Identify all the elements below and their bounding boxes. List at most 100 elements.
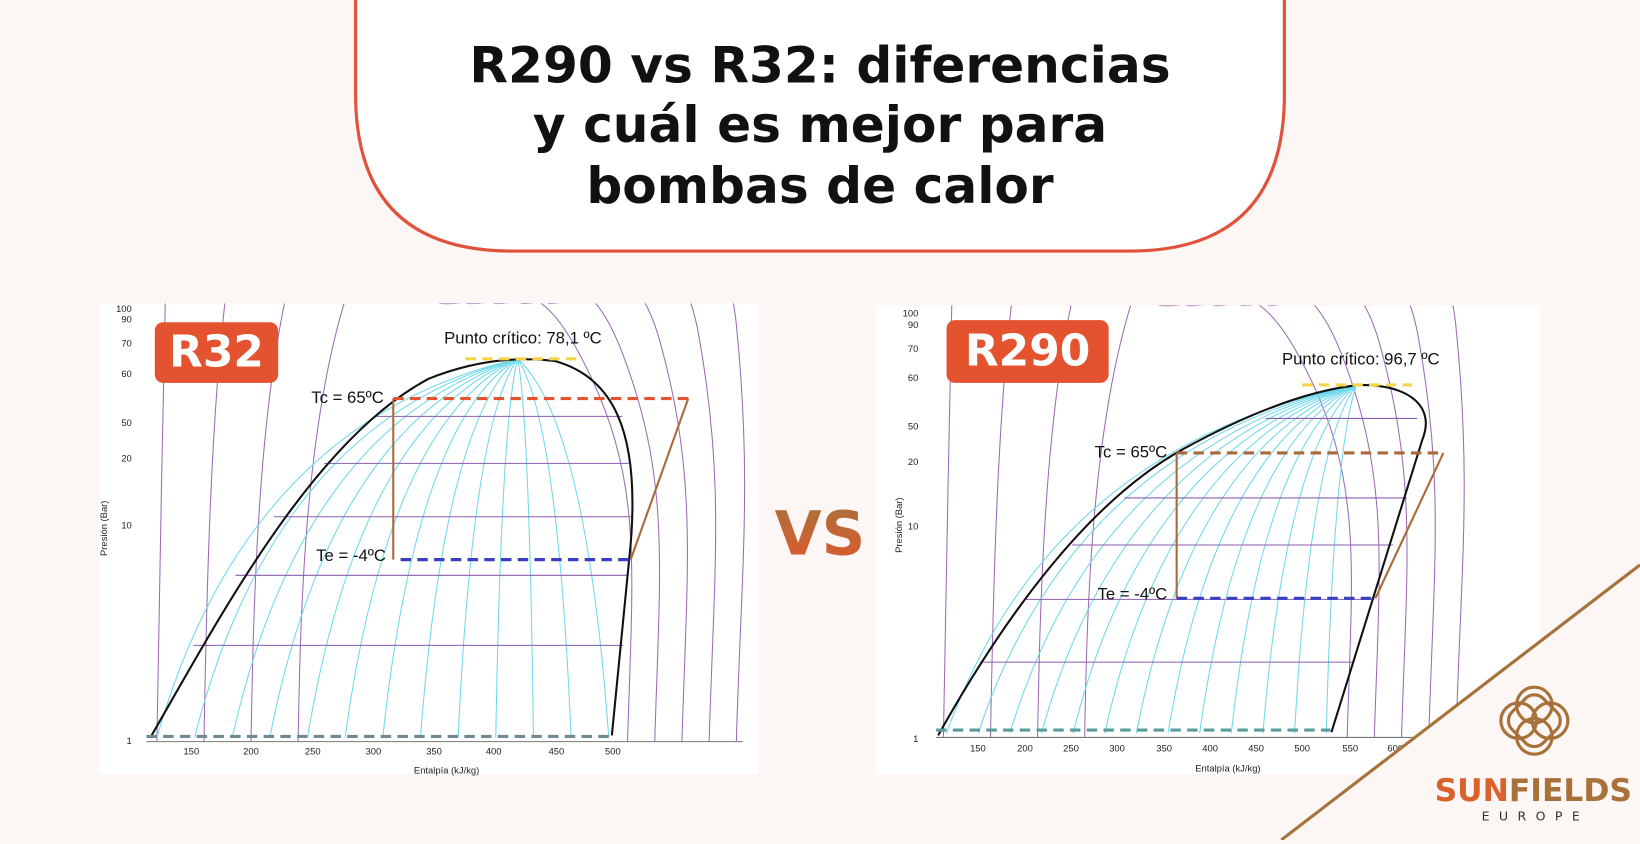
- y-axis-label: Presión (Bar): [893, 497, 904, 552]
- title-line: R290 vs R32: diferencias: [469, 36, 1170, 95]
- x-tick-label: 300: [366, 746, 382, 757]
- quality-line: [194, 358, 518, 738]
- logo-shape: [1499, 701, 1539, 741]
- quality-line: [977, 384, 1357, 734]
- y-tick-label: 20: [908, 456, 918, 467]
- quality-line: [1230, 384, 1357, 734]
- plot-background: [876, 305, 1540, 775]
- x-tick-label: 200: [1017, 742, 1033, 753]
- isotherm: [466, 303, 661, 742]
- cycle-line: [1175, 452, 1445, 599]
- quality-line: [457, 358, 519, 738]
- y-tick-label: 90: [908, 319, 918, 330]
- isotherm: [493, 303, 688, 742]
- plot-lines: [150, 303, 746, 742]
- quality-line: [269, 358, 518, 738]
- isotherm: [1240, 305, 1436, 738]
- x-tick-label: 450: [1248, 742, 1264, 753]
- quality-line: [156, 358, 518, 738]
- plot-lines: [937, 305, 1465, 738]
- x-tick-label: 150: [970, 742, 986, 753]
- quality-line: [344, 358, 518, 738]
- title-box: [354, 0, 1286, 253]
- isotherm: [1158, 305, 1352, 738]
- x-axis-label: Entalpía (kJ/kg): [1195, 762, 1260, 773]
- quality-line: [1072, 384, 1357, 734]
- logo-shape: [1515, 717, 1554, 756]
- x-tick-label: 300: [1109, 742, 1125, 753]
- y-tick-label: 50: [121, 417, 131, 428]
- y-tick-label: 70: [121, 338, 131, 349]
- logo-diagonal: [1280, 563, 1640, 842]
- critical-point-label: Punto crítico: 96,7 ºC: [1282, 349, 1440, 368]
- quality-line: [382, 358, 519, 738]
- isotherm: [1213, 305, 1408, 738]
- diagram-r32: Punto crítico: 78,1 ºC Tc = 65ºC Te = -4ºC…: [98, 303, 759, 775]
- isotherm: [548, 303, 746, 742]
- tc-label: Tc = 65ºC: [1095, 442, 1168, 461]
- y-tick-label: 70: [908, 343, 918, 354]
- logo-icon: [1499, 685, 1570, 756]
- logo-shape: [1530, 701, 1570, 741]
- quality-line: [517, 358, 572, 738]
- logo-name-part: FIELDS: [1509, 773, 1632, 809]
- title-line: y cuál es mejor para: [533, 95, 1107, 154]
- y-tick-label: 60: [121, 368, 131, 379]
- quality-line: [517, 358, 534, 738]
- critical-point-label: Punto crítico: 78,1 ºC: [444, 328, 602, 347]
- logo-shape: [1506, 693, 1562, 749]
- vs-label: VS: [775, 499, 866, 569]
- quality-line: [1040, 384, 1357, 734]
- x-tick-label: 250: [1063, 742, 1079, 753]
- saturation-dome: [937, 383, 1427, 736]
- badge-box: [154, 322, 279, 383]
- y-tick-label: 10: [908, 521, 918, 532]
- quality-line: [1199, 384, 1357, 734]
- logo-shape: [1515, 685, 1554, 725]
- y-tick-label: 1: [913, 733, 918, 744]
- badge-box: [946, 320, 1109, 383]
- y-tick-label: 90: [121, 314, 131, 325]
- saturation-dome: [150, 358, 634, 736]
- quality-line: [517, 358, 610, 738]
- y-tick-label: 100: [903, 307, 919, 318]
- isotherm: [1267, 305, 1465, 738]
- logo-subtitle: EUROPE: [1482, 808, 1590, 823]
- diagram-r290: Punto crítico: 96,7 ºC Tc = 65ºC Te = -4ºC…: [876, 305, 1540, 775]
- quality-line: [419, 358, 519, 738]
- x-tick-label: 200: [243, 746, 259, 757]
- quality-line: [1104, 384, 1357, 734]
- y-tick-label: 100: [116, 303, 132, 314]
- x-tick-label: 500: [1294, 742, 1310, 753]
- badge-label: R32: [169, 327, 264, 378]
- x-tick-label: 400: [486, 746, 502, 757]
- y-axis-label: Presión (Bar): [98, 501, 109, 556]
- quality-line: [1009, 384, 1357, 734]
- x-axis-label: Entalpía (kJ/kg): [414, 764, 479, 775]
- quality-line: [1262, 384, 1357, 734]
- logo-name: SUNFIELDS: [1435, 773, 1632, 809]
- x-tick-label: 150: [184, 746, 200, 757]
- x-tick-label: 400: [1202, 742, 1218, 753]
- y-tick-label: 1: [127, 735, 132, 746]
- te-label: Te = -4ºC: [1097, 585, 1167, 604]
- x-tick-label: 450: [549, 746, 565, 757]
- quality-line: [306, 358, 518, 738]
- x-tick-label: 250: [305, 746, 321, 757]
- x-tick-label: 550: [1342, 742, 1358, 753]
- isotherm: [520, 303, 717, 742]
- isotherm: [297, 303, 345, 742]
- quality-line: [1167, 384, 1357, 734]
- title-line: bombas de calor: [586, 156, 1054, 215]
- te-label: Te = -4ºC: [316, 546, 386, 565]
- y-tick-label: 60: [908, 372, 918, 383]
- y-tick-label: 50: [908, 420, 918, 431]
- logo-name-part: SUN: [1435, 773, 1509, 809]
- quality-line: [231, 358, 518, 738]
- y-tick-label: 10: [121, 520, 131, 531]
- cycle-line: [392, 398, 690, 560]
- x-tick-label: 350: [1156, 742, 1172, 753]
- x-tick-label: 350: [426, 746, 442, 757]
- y-tick-label: 20: [121, 453, 131, 464]
